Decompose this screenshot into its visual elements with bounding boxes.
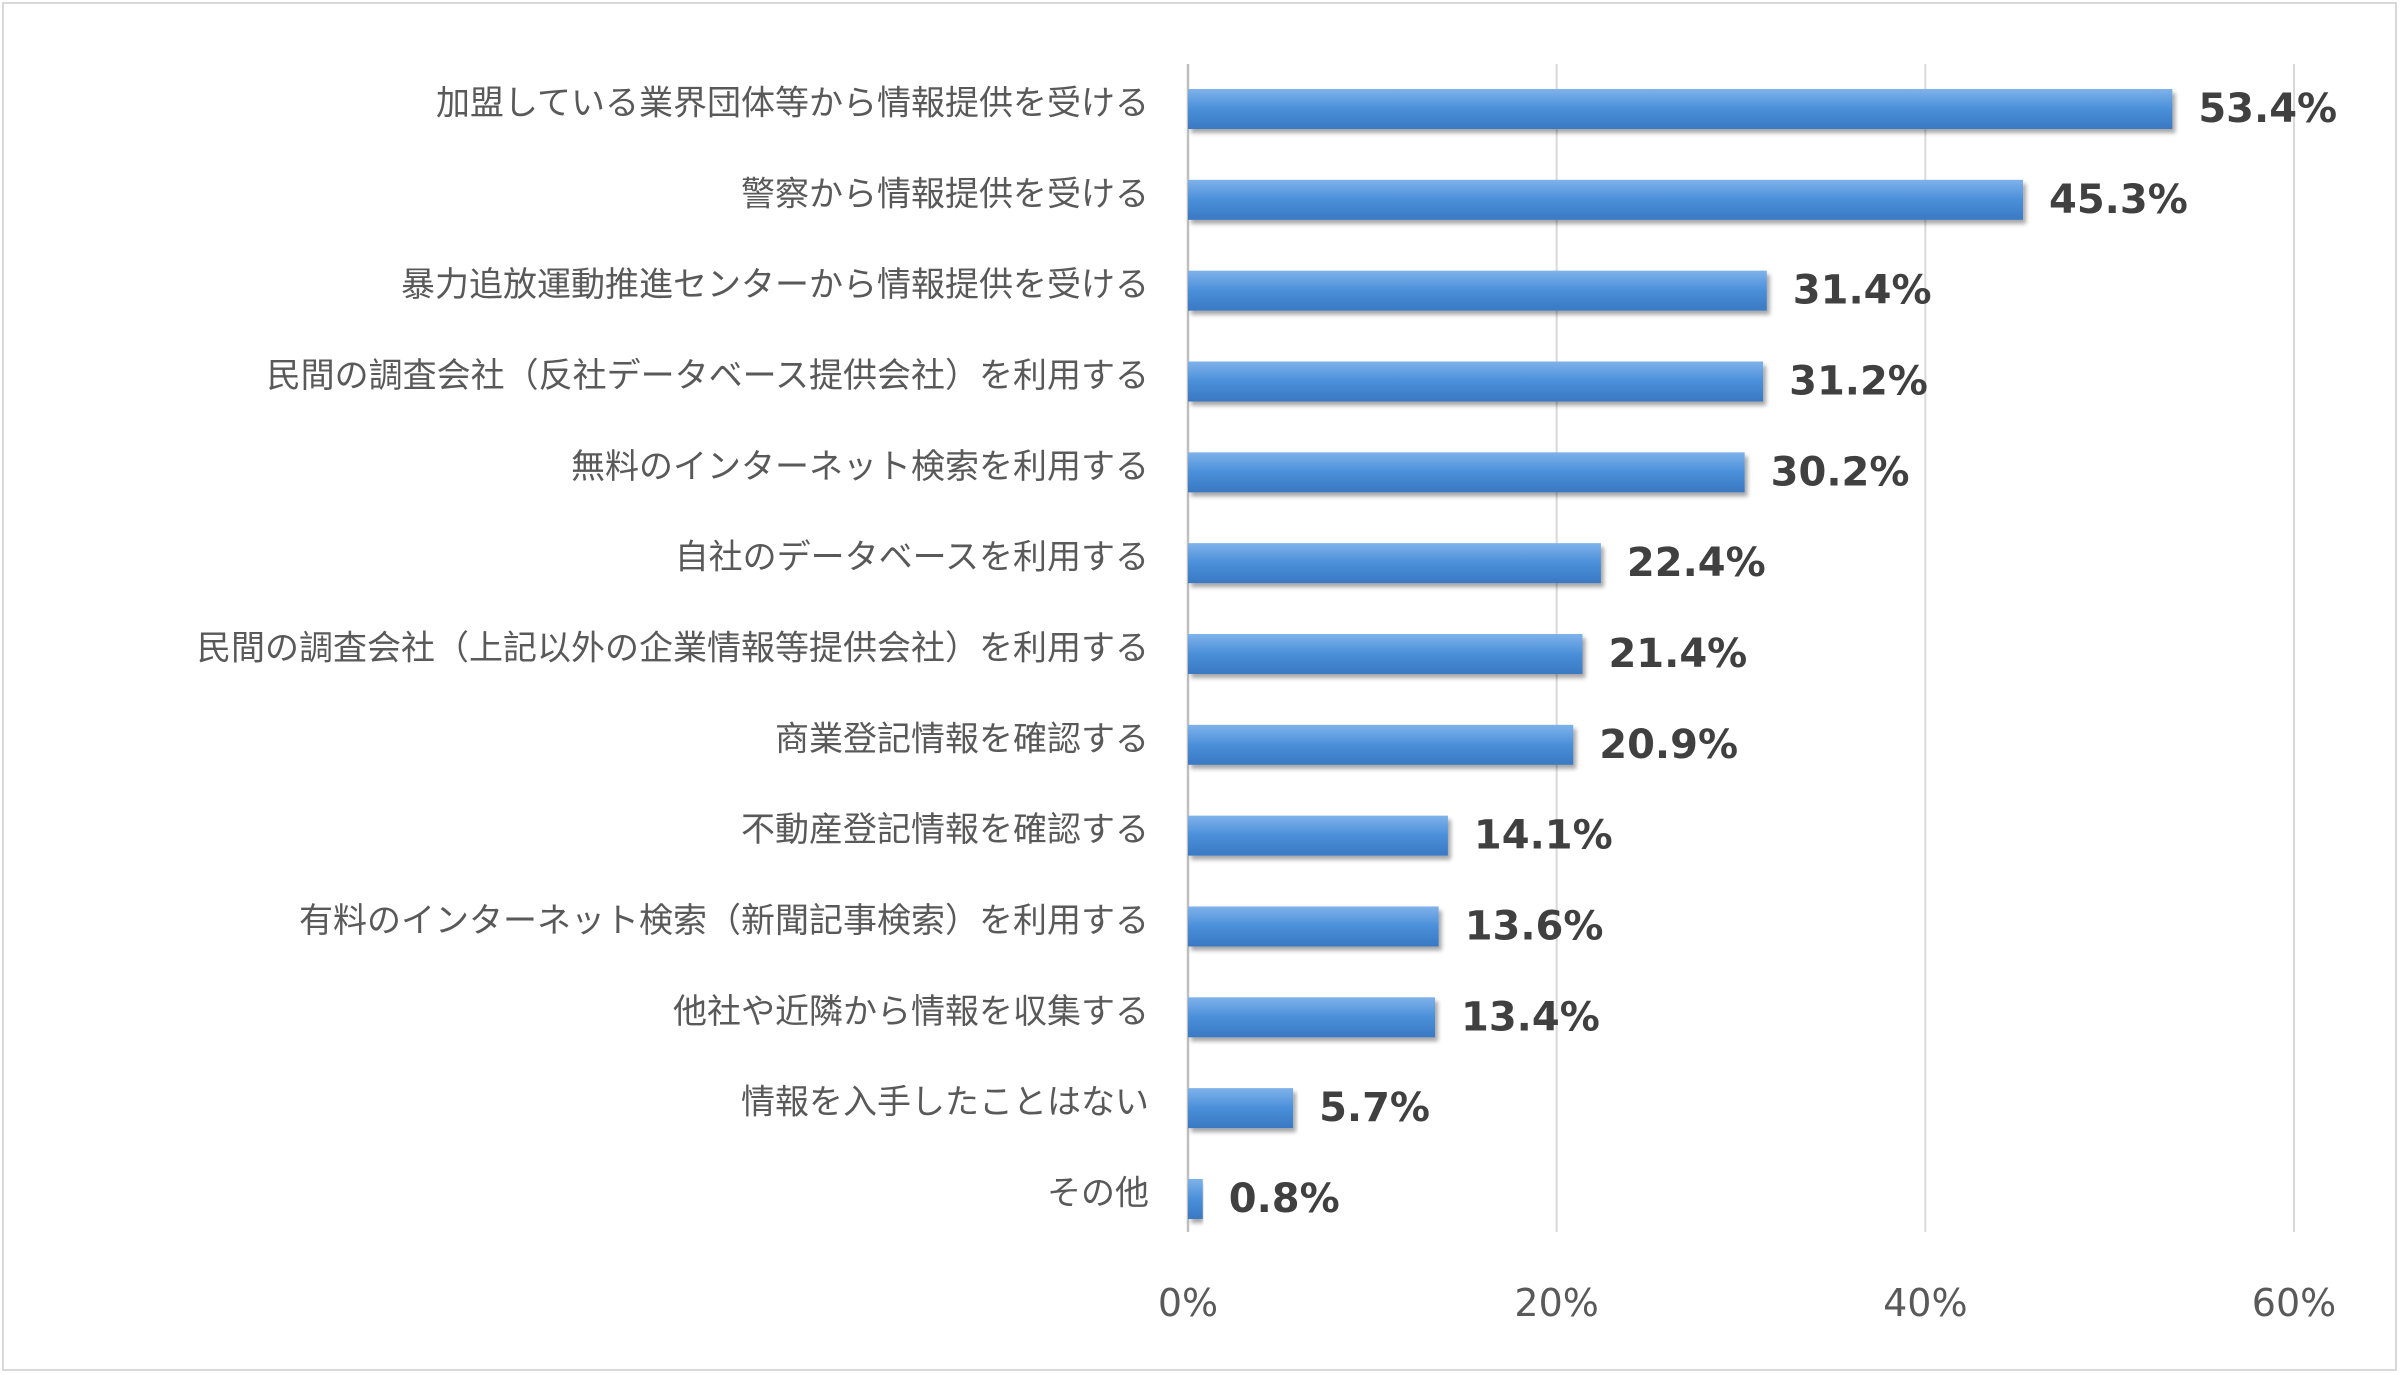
data-label: 13.6% (1465, 903, 1604, 949)
bars (1188, 89, 2173, 1219)
data-label: 14.1% (1474, 813, 1613, 859)
category-label: その他 (1047, 1173, 1149, 1213)
category-label: 暴力追放運動推進センターから情報提供を受ける (401, 265, 1149, 305)
data-label: 13.4% (1461, 994, 1600, 1040)
category-labels: 加盟している業界団体等から情報提供を受ける警察から情報提供を受ける暴力追放運動推… (197, 84, 1149, 1214)
category-label: 自社のデータベースを利用する (675, 538, 1149, 578)
bar (1188, 270, 1767, 311)
x-tick-label: 60% (2252, 1281, 2336, 1325)
data-label: 20.9% (1599, 722, 1738, 768)
bar (1188, 361, 1764, 402)
bar (1188, 543, 1601, 584)
bar (1188, 815, 1448, 856)
category-label: 民間の調査会社（上記以外の企業情報等提供会社）を利用する (197, 628, 1149, 668)
category-label: 他社や近隣から情報を収集する (673, 992, 1149, 1032)
data-label: 31.4% (1793, 268, 1932, 314)
category-label: 不動産登記情報を確認する (741, 810, 1149, 850)
x-tick-label: 40% (1883, 1281, 1967, 1325)
category-label: 無料のインターネット検索を利用する (571, 447, 1149, 487)
data-label: 53.4% (2198, 86, 2337, 132)
x-tick-label: 20% (1514, 1281, 1598, 1325)
category-label: 警察から情報提供を受ける (741, 174, 1149, 214)
category-label: 有料のインターネット検索（新聞記事検索）を利用する (299, 901, 1149, 941)
bar (1188, 89, 2173, 129)
category-label: 民間の調査会社（反社データベース提供会社）を利用する (267, 356, 1149, 396)
x-axis-ticks: 0% 20% 40% 60% (1158, 1281, 2336, 1325)
data-label: 30.2% (1771, 449, 1910, 495)
bar (1188, 633, 1583, 674)
value-labels: 53.4%45.3% 31.4% 31.2% 30.2%22.4% 21.4% 20.9%… (1229, 86, 2337, 1222)
bar (1188, 906, 1439, 947)
category-label: 情報を入手したことはない (741, 1083, 1149, 1123)
data-label: 22.4% (1627, 540, 1766, 586)
data-label: 31.2% (1789, 358, 1928, 404)
data-label: 45.3% (2049, 177, 2188, 223)
data-label: 5.7% (1319, 1085, 1430, 1131)
bar (1188, 452, 1745, 493)
category-label: 商業登記情報を確認する (775, 719, 1149, 759)
bar (1188, 997, 1436, 1038)
data-label: 0.8% (1229, 1176, 1340, 1222)
bar (1188, 179, 2024, 220)
bar (1188, 1178, 1203, 1219)
bar (1188, 724, 1574, 765)
bar-chart: 加盟している業界団体等から情報提供を受ける警察から情報提供を受ける暴力追放運動推… (197, 64, 2337, 1325)
category-label: 加盟している業界団体等から情報提供を受ける (436, 84, 1149, 124)
data-label: 21.4% (1608, 631, 1747, 677)
bar (1188, 1088, 1294, 1129)
x-tick-label: 0% (1158, 1281, 1218, 1325)
